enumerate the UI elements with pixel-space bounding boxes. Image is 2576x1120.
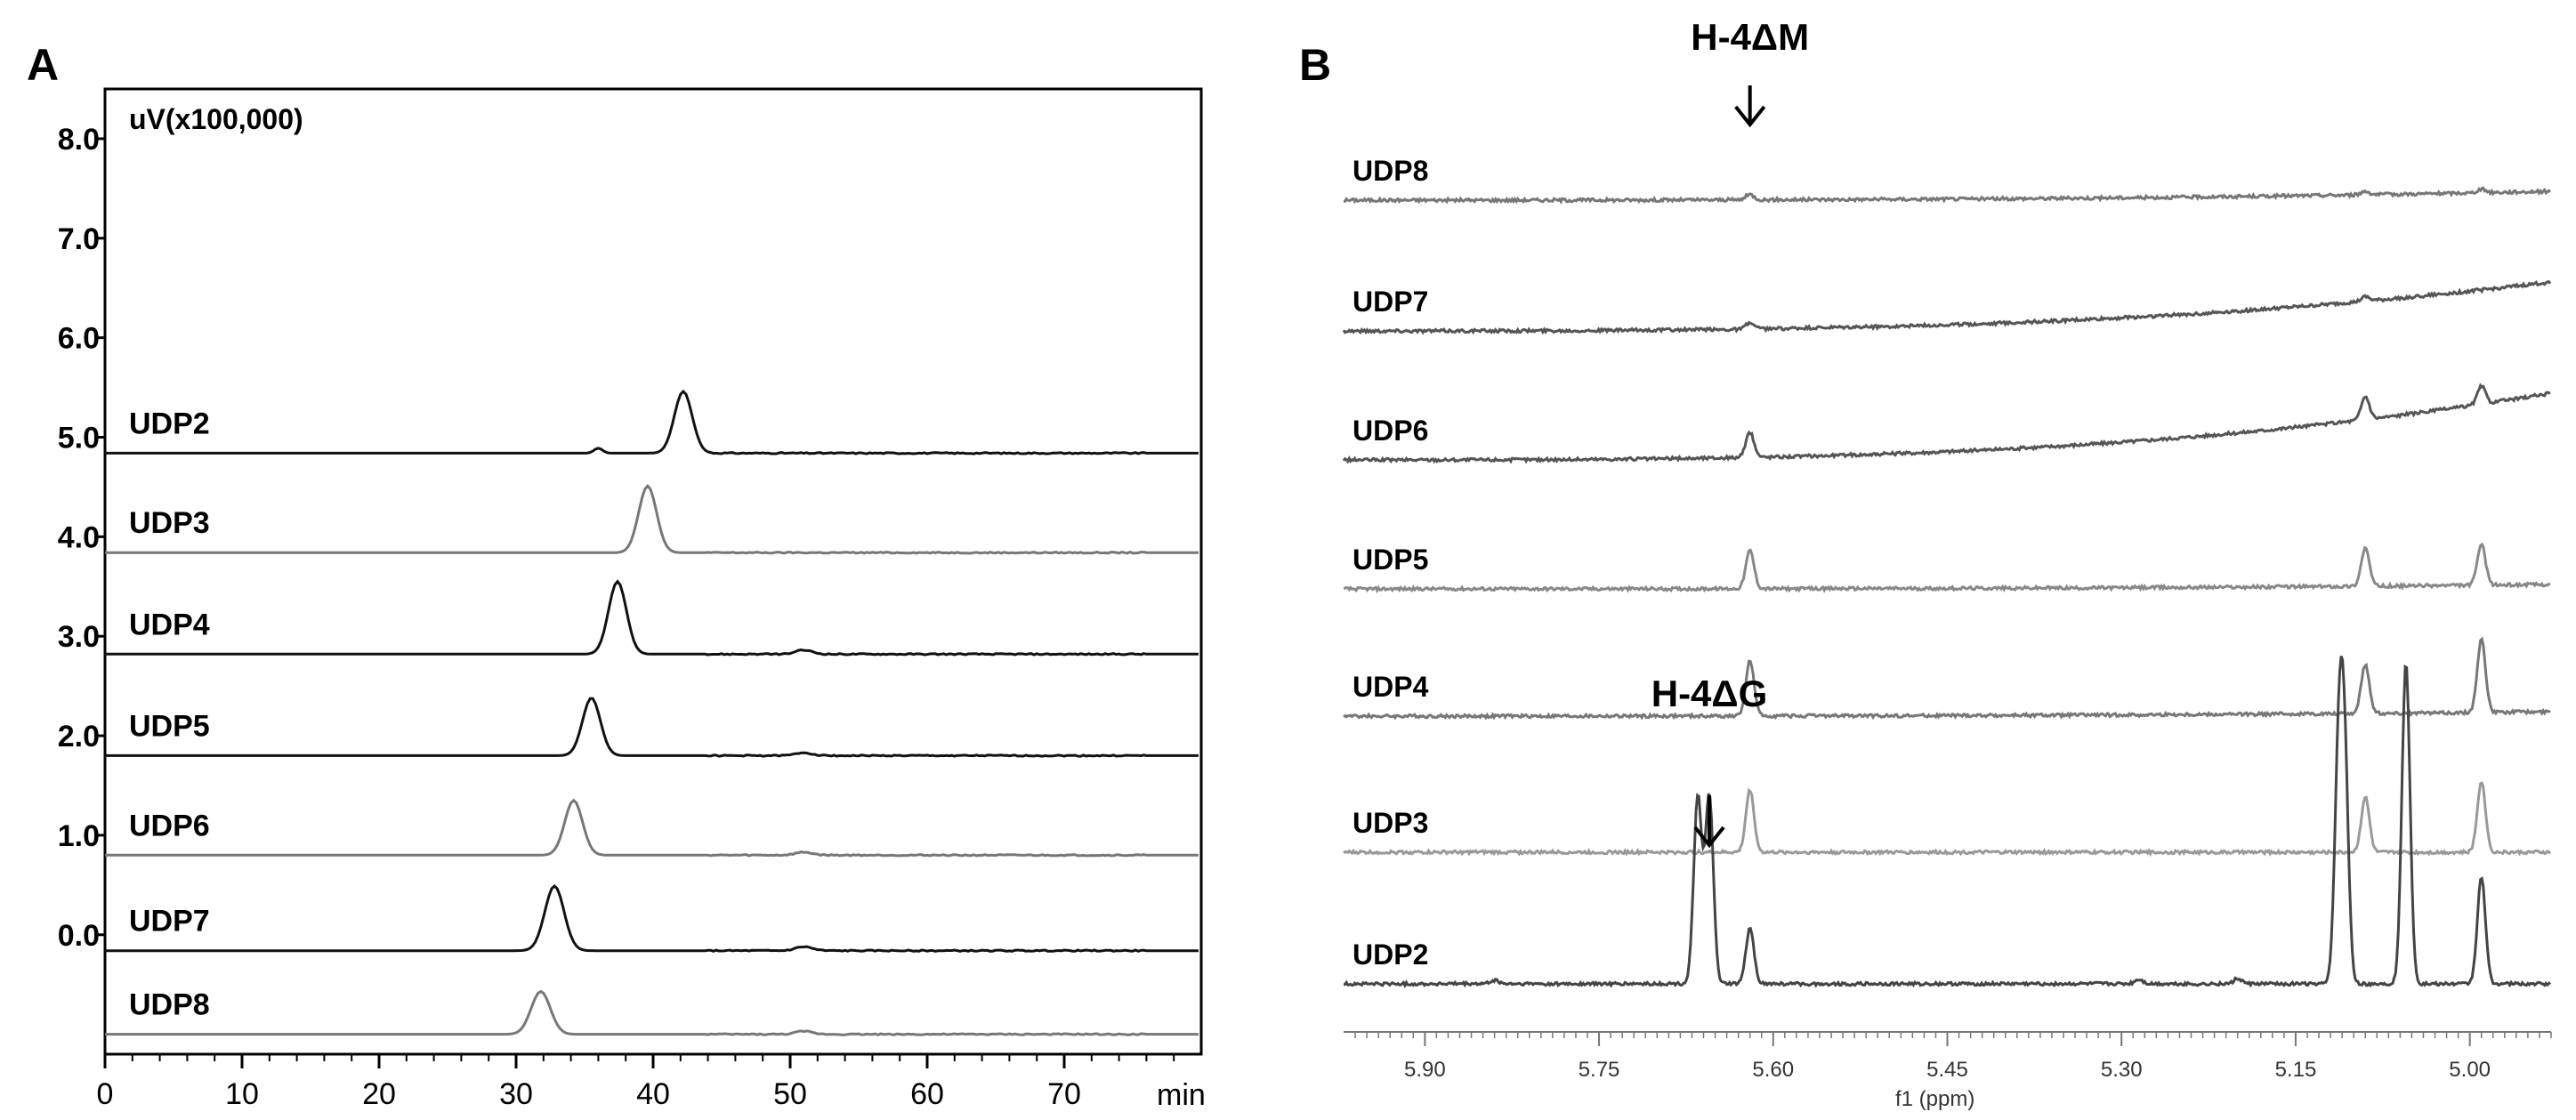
axis-ticks-b: 5.90 5.75 5.60 5.45 5.30 5.15 5.00 <box>1354 1032 2552 1082</box>
y-axis-unit-label: uV(x100,000) <box>129 103 303 135</box>
x-axis-label-a: min <box>1157 1078 1206 1112</box>
x-tick-label-b: 5.90 <box>1404 1058 1446 1082</box>
trace-a <box>105 883 1199 953</box>
x-tick-label-b: 5.60 <box>1752 1058 1794 1082</box>
trace-label-a: UDP4 <box>129 608 210 641</box>
axis-ticks-a: 0 10 20 30 40 50 60 70 0.0 1.0 2.0 3.0 4.0 5.0 6.0 7.0 8… <box>58 123 1175 1111</box>
spectrum-trace-b <box>1342 383 2551 464</box>
trace-label-a: UDP5 <box>129 709 210 743</box>
trace-label-a: UDP7 <box>129 905 210 939</box>
x-tick-label-b: 5.75 <box>1579 1058 1620 1082</box>
spectrum-label-b: UDP5 <box>1353 544 1428 576</box>
spectrum-label-b: UDP2 <box>1353 939 1428 971</box>
x-axis-label-b: f1 (ppm) <box>1895 1087 1974 1111</box>
y-tick-label-a: 1.0 <box>58 819 100 853</box>
spectrum-label-b: UDP8 <box>1353 155 1428 187</box>
annotation-label-b: H-4ΔG <box>1651 673 1768 714</box>
x-tick-label-b: 5.30 <box>2101 1058 2143 1082</box>
annotation-label-b: H-4ΔM <box>1691 16 1809 58</box>
x-tick-label-b: 5.45 <box>1926 1058 1968 1082</box>
y-tick-label-a: 3.0 <box>58 620 100 654</box>
trace-a <box>105 697 1199 758</box>
x-tick-label-a: 10 <box>225 1077 259 1111</box>
trace-label-a: UDP6 <box>129 809 210 842</box>
x-tick-label-b: 5.00 <box>2449 1058 2491 1082</box>
trace-a <box>105 484 1199 555</box>
trace-a <box>105 579 1199 657</box>
spectrum-label-b: UDP6 <box>1353 415 1428 447</box>
spectrum-trace-b <box>1343 186 2552 205</box>
y-tick-label-a: 2.0 <box>58 720 100 753</box>
panel-label-b: B <box>1299 40 1331 90</box>
x-tick-label-a: 0 <box>97 1077 114 1111</box>
traces-a: UDP2 UDP3 UDP4 UDP5 UDP6 UDP7 UDP8 <box>105 389 1199 1036</box>
x-tick-label-a: 20 <box>362 1077 396 1111</box>
trace-label-a: UDP3 <box>129 506 210 540</box>
annotation-arrowhead-b <box>1734 105 1766 128</box>
spectrum-trace-b <box>1343 656 2551 989</box>
spectrum-trace-b <box>1343 781 2552 858</box>
x-tick-label-a: 60 <box>910 1077 944 1111</box>
plot-frame-a <box>103 87 1203 1056</box>
x-tick-label-a: 30 <box>499 1077 533 1111</box>
x-tick-label-a: 50 <box>773 1077 807 1111</box>
y-tick-label-a: 5.0 <box>58 421 100 455</box>
nmr-panel: f1 (ppm) 5.90 5.75 5.60 5.45 5.30 5.15 5.00 UD… <box>1342 16 2552 1111</box>
y-tick-label-a: 4.0 <box>58 520 100 554</box>
chromatogram-panel: uV(x100,000) min 0 10 20 30 40 50 60 70 0.0 1.0 2.… <box>58 87 1206 1112</box>
y-tick-label-a: 7.0 <box>58 222 100 256</box>
spectrum-trace-b <box>1343 636 2551 721</box>
panel-label-a: A <box>27 40 59 90</box>
spectrum-label-b: UDP4 <box>1353 671 1429 703</box>
spectrum-label-b: UDP7 <box>1353 286 1428 318</box>
trace-label-a: UDP8 <box>129 988 210 1022</box>
x-tick-label-a: 40 <box>636 1077 670 1111</box>
y-tick-label-a: 6.0 <box>58 322 100 356</box>
x-tick-label-b: 5.15 <box>2275 1058 2317 1082</box>
x-tick-label-a: 70 <box>1047 1077 1081 1111</box>
annotations-b: H-4ΔM H-4ΔG <box>1651 16 1809 849</box>
spectrum-trace-b <box>1343 542 2551 594</box>
trace-a <box>105 798 1199 858</box>
spectrum-trace-b <box>1342 279 2552 335</box>
traces-b: UDP8 UDP7 UDP6 UDP5 UDP4 UDP3 UDP2 <box>1342 155 2552 989</box>
spectrum-label-b: UDP3 <box>1353 807 1428 839</box>
trace-a <box>105 389 1199 455</box>
trace-label-a: UDP2 <box>129 407 210 440</box>
y-tick-label-a: 0.0 <box>58 919 100 953</box>
y-tick-label-a: 8.0 <box>58 123 100 157</box>
annotation-arrowhead-b <box>1693 826 1725 849</box>
trace-a <box>105 989 1199 1036</box>
